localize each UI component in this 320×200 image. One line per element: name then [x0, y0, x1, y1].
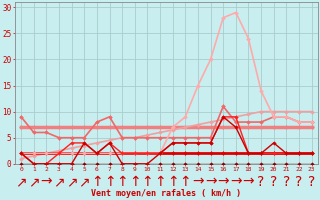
X-axis label: Vent moyen/en rafales ( km/h ): Vent moyen/en rafales ( km/h ) [92, 189, 241, 198]
